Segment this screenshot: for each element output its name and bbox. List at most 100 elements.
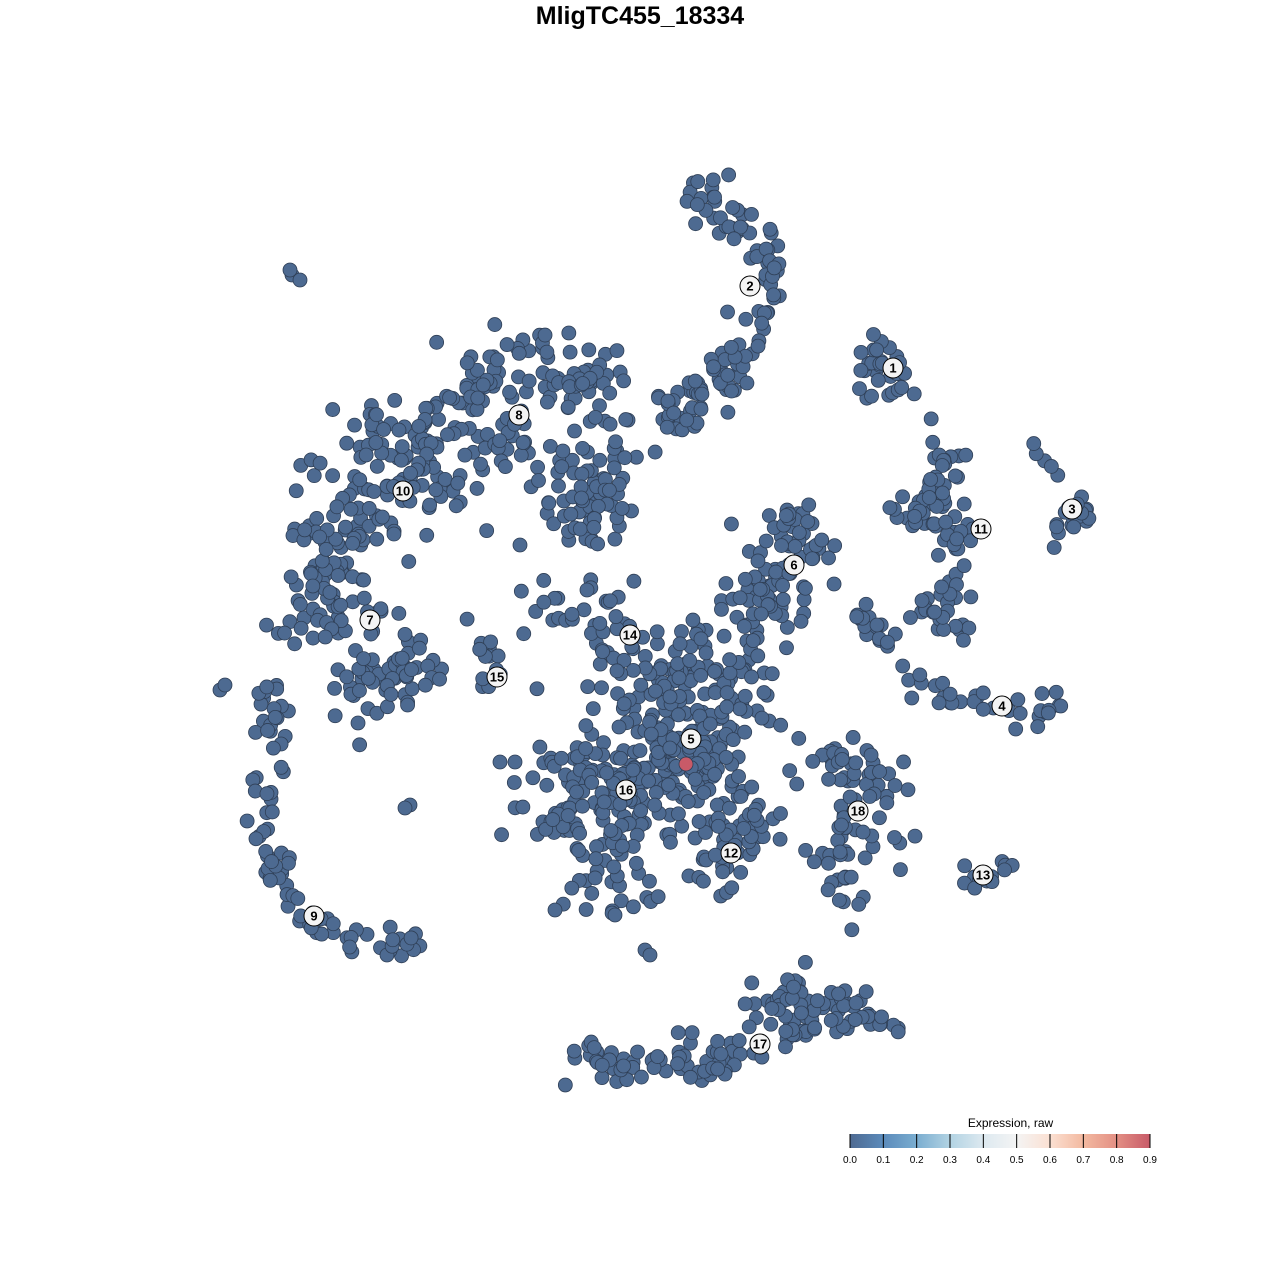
data-point (690, 174, 706, 189)
data-point (827, 538, 843, 554)
data-point (317, 629, 333, 645)
data-point (733, 865, 749, 880)
cluster-label: 16 (619, 783, 633, 798)
data-point (814, 532, 830, 548)
cluster-label-badge (720, 842, 742, 864)
data-point (906, 386, 922, 402)
data-point (431, 412, 446, 427)
cluster-label: 13 (976, 868, 990, 883)
data-point (356, 572, 371, 588)
data-point (259, 617, 274, 633)
data-point (798, 843, 814, 858)
data-point (882, 500, 898, 516)
data-point (750, 338, 766, 354)
legend-tick-label: 0.9 (1143, 1155, 1157, 1166)
data-point (626, 573, 642, 589)
data-point (506, 775, 522, 790)
data-point (923, 411, 939, 427)
data-point (440, 427, 455, 443)
data-point (947, 468, 963, 484)
data-point (530, 459, 545, 475)
data-point (329, 499, 345, 515)
data-point (896, 754, 911, 770)
data-point (614, 500, 630, 516)
data-point (312, 455, 328, 471)
data-point (733, 219, 748, 235)
data-point (766, 287, 781, 303)
data-point (707, 847, 723, 863)
data-point (847, 1012, 863, 1028)
data-point (637, 660, 653, 676)
data-point (587, 409, 603, 425)
data-point (369, 458, 385, 474)
data-point (546, 516, 562, 532)
data-point (327, 681, 342, 696)
data-point (358, 447, 374, 463)
data-point (737, 996, 753, 1012)
data-point (1046, 540, 1062, 555)
cluster-label: 2 (746, 279, 753, 294)
data-point (648, 683, 663, 699)
data-point (611, 719, 627, 735)
data-point (590, 536, 606, 552)
data-point (975, 685, 991, 701)
data-point (560, 808, 576, 823)
data-point (429, 334, 445, 350)
data-point (710, 1061, 726, 1077)
data-point (352, 472, 368, 488)
data-point (662, 740, 678, 756)
data-point (288, 483, 304, 499)
data-point (594, 1070, 610, 1086)
data-point (264, 804, 280, 820)
color-legend: Expression, raw 0.0 0.1 0.2 0.3 0.4 0.5 0.6 0.7 0… (843, 1116, 1157, 1166)
data-point (387, 392, 403, 408)
data-point (575, 376, 591, 391)
data-point (470, 390, 486, 406)
data-point (831, 892, 847, 908)
data-point (720, 367, 736, 383)
data-point (572, 521, 588, 537)
data-point (450, 475, 466, 491)
data-point (385, 932, 401, 948)
data-point (607, 907, 623, 923)
data-point (608, 434, 623, 450)
data-point (366, 484, 382, 499)
data-point (927, 604, 942, 620)
cluster-label: 5 (687, 732, 694, 747)
cluster-label: 14 (623, 628, 638, 643)
data-point (1012, 706, 1028, 721)
cluster-label: 7 (366, 613, 373, 628)
cluster-label-badge (970, 518, 992, 540)
data-point (872, 764, 887, 779)
data-point (957, 858, 973, 874)
data-point (617, 450, 633, 466)
data-point (327, 708, 343, 724)
data-point (694, 386, 710, 402)
legend-title: Expression, raw (968, 1116, 1054, 1130)
data-point (931, 547, 946, 563)
data-point (273, 759, 289, 775)
data-point (775, 592, 791, 607)
data-point (404, 662, 419, 677)
data-point (539, 394, 555, 410)
chart-title: MligTC455_18334 (535, 2, 745, 30)
data-point (722, 652, 738, 668)
data-point (312, 529, 327, 545)
data-point (545, 812, 561, 827)
data-point (737, 724, 753, 740)
data-point (893, 862, 908, 878)
data-point (659, 419, 675, 435)
data-point (539, 344, 555, 360)
data-point (726, 231, 742, 247)
data-point (592, 452, 608, 468)
data-point (602, 416, 618, 432)
data-point (554, 459, 570, 475)
data-point (537, 327, 553, 343)
data-point (551, 478, 566, 494)
data-point (707, 189, 722, 205)
cluster-label-badge (972, 864, 994, 886)
data-point (633, 803, 649, 819)
data-point (754, 315, 770, 331)
data-point (864, 388, 879, 404)
